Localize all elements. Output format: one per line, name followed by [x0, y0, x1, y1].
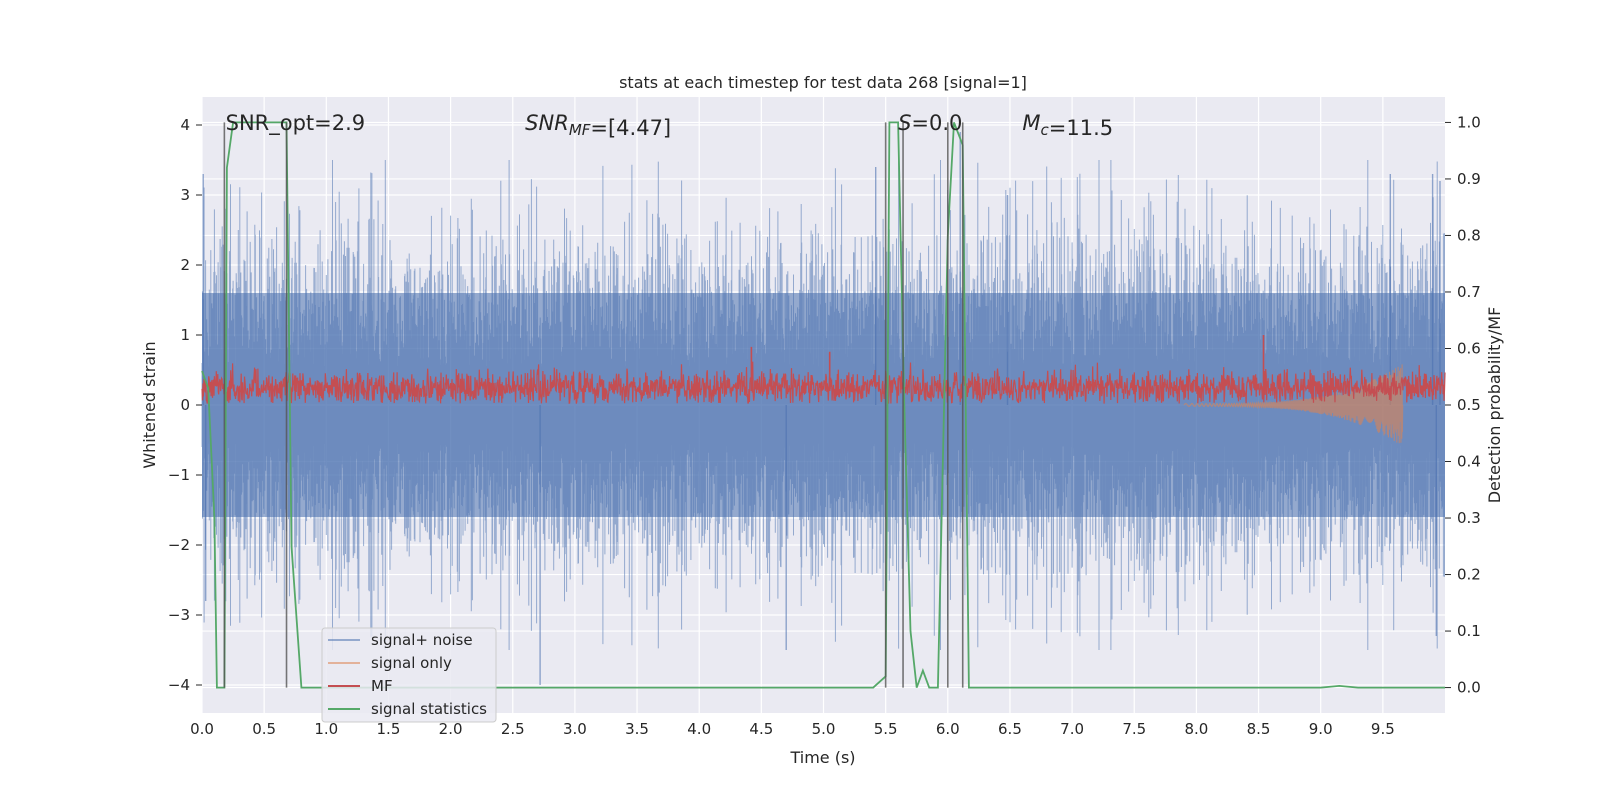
chart-title: stats at each timestep for test data 268… — [619, 73, 1027, 92]
x-tick-label: 6.0 — [936, 720, 960, 738]
annotation-part: M — [1022, 111, 1040, 135]
y2-tick-label: 0.5 — [1457, 396, 1481, 414]
y-tick-label: 4 — [180, 116, 190, 134]
x-tick-label: 0.0 — [190, 720, 214, 738]
x-tick-label: 1.5 — [377, 720, 401, 738]
x-tick-label: 3.5 — [625, 720, 649, 738]
y-axis-label: Whitened strain — [140, 341, 159, 468]
series-mf — [201, 335, 1446, 405]
y2-tick-label: 1.0 — [1457, 113, 1481, 131]
x-tick-label: 4.5 — [749, 720, 773, 738]
detection-markers — [223, 122, 964, 688]
x-tick-label: 9.5 — [1371, 720, 1395, 738]
legend-label-signal-noise: signal+ noise — [371, 631, 473, 649]
x-tick-label: 7.0 — [1060, 720, 1084, 738]
y-tick-label: 2 — [180, 256, 190, 274]
annotation-part: S — [898, 111, 911, 135]
y2-tick-label: 0.6 — [1457, 339, 1481, 357]
x-tick-label: 2.5 — [501, 720, 525, 738]
x-tick-labels: 0.0 0.5 1.0 1.5 2.0 2.5 3.0 3.5 4.0 4.5 5.0 5.5 6.0 6… — [190, 720, 1395, 738]
annotation-part: =11.5 — [1049, 116, 1113, 140]
signal-statistics-line — [201, 121, 1445, 689]
annotation-text: SNRMF=[4.47] — [525, 111, 671, 140]
x-tick-label: 7.5 — [1122, 720, 1146, 738]
x-tick-label: 5.0 — [812, 720, 836, 738]
annotation-text: Mc=11.5 — [1022, 111, 1113, 140]
y2-tick-label: 0.4 — [1457, 453, 1481, 471]
annotation-part: SNR_opt=2.9 — [226, 111, 366, 136]
y-tick-label: 1 — [180, 326, 190, 344]
mf-trace — [201, 361, 1446, 405]
annotation-part: SNR — [525, 111, 569, 135]
annotation-part: MF — [569, 121, 591, 139]
annotation-text: S=0.0 — [898, 111, 962, 135]
x-tick-label: 8.0 — [1184, 720, 1208, 738]
legend-label-signal-only: signal only — [371, 654, 452, 672]
y-tick-label: −3 — [168, 606, 190, 624]
y2-tick-label: 0.2 — [1457, 566, 1481, 584]
legend-box — [321, 627, 497, 723]
y2-tick-label: 0.3 — [1457, 509, 1481, 527]
annotation-part: =[4.47] — [590, 116, 671, 140]
y-tick-label: −2 — [168, 536, 190, 554]
x-tick-label: 8.5 — [1247, 720, 1271, 738]
x-tick-label: 4.0 — [687, 720, 711, 738]
y2-axis-label: Detection probability/MF — [1485, 307, 1504, 504]
x-tick-label: 6.5 — [998, 720, 1022, 738]
x-tick-label: 9.0 — [1309, 720, 1333, 738]
y-tick-label: 0 — [180, 396, 190, 414]
x-axis-label: Time (s) — [789, 748, 855, 767]
signal-noise-spikes — [202, 132, 1441, 685]
series-signal-statistics — [201, 121, 1445, 689]
y-tick-label: −4 — [168, 676, 190, 694]
x-tick-label: 2.0 — [439, 720, 463, 738]
annotation-text: SNR_opt=2.9 — [226, 111, 366, 136]
y2-tick-label: 0.7 — [1457, 283, 1481, 301]
x-tick-label: 5.5 — [874, 720, 898, 738]
x-tick-label: 0.5 — [252, 720, 276, 738]
legend: signal+ noise signal only MF signal stat… — [321, 627, 497, 723]
legend-label-signal-statistics: signal statistics — [371, 700, 487, 718]
x-tick-label: 3.0 — [563, 720, 587, 738]
y-tick-labels: 4 3 2 1 0 −1 −2 −3 −4 — [168, 116, 202, 694]
y2-tick-label: 0.0 — [1457, 679, 1481, 697]
y2-tick-label: 0.1 — [1457, 622, 1481, 640]
x-tick-label: 1.0 — [314, 720, 338, 738]
annotations: SNR_opt=2.9 SNRMF=[4.47] S=0.0 Mc=11.5 — [226, 111, 1113, 140]
y2-tick-labels: 1.0 0.9 0.8 0.7 0.6 0.5 0.4 0.3 0.2 0.1 0.0 — [1445, 113, 1481, 697]
y-tick-label: −1 — [168, 466, 190, 484]
y2-tick-label: 0.8 — [1457, 226, 1481, 244]
mf-spikes — [750, 335, 1265, 391]
legend-label-mf: MF — [371, 677, 393, 695]
y2-tick-label: 0.9 — [1457, 170, 1481, 188]
y-tick-label: 3 — [180, 186, 190, 204]
annotation-part: c — [1041, 121, 1050, 139]
annotation-part: =0.0 — [911, 111, 962, 135]
